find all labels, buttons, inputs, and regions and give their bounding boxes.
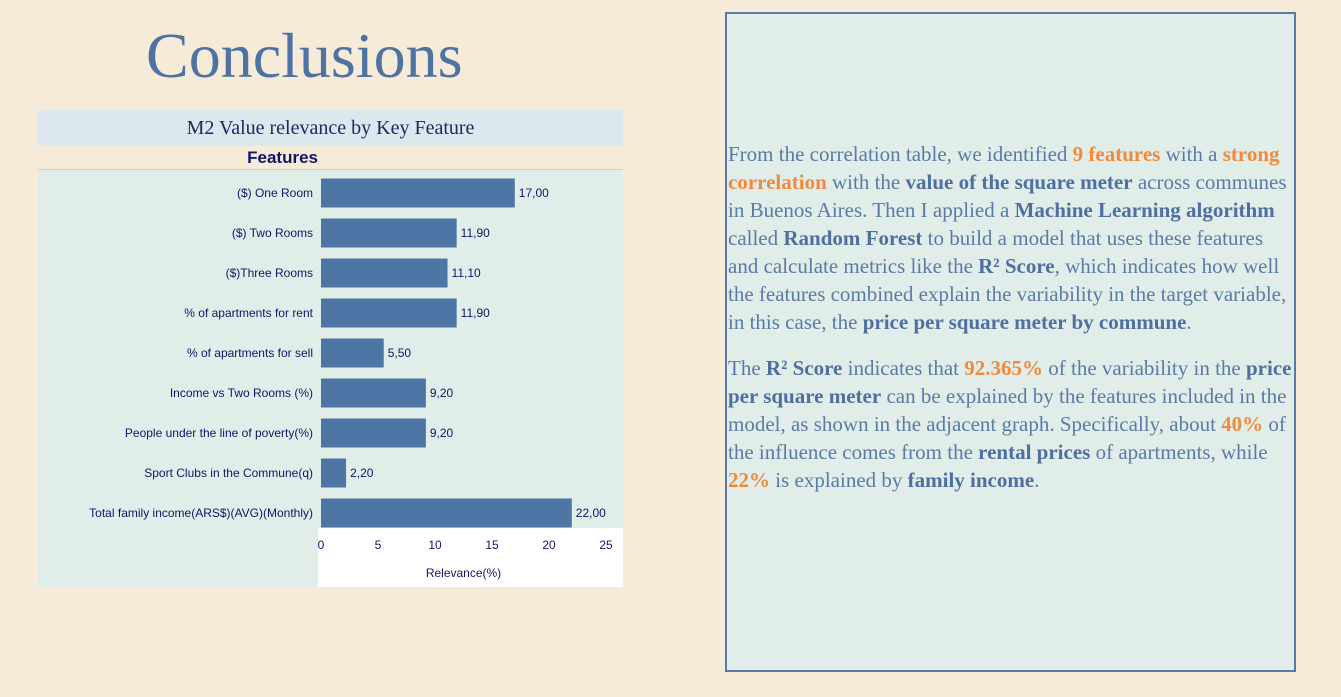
bar <box>321 498 572 528</box>
label-area <box>38 170 318 587</box>
bar <box>321 458 347 488</box>
category-label: People under the line of poverty(%) <box>125 426 313 440</box>
data-label: 17,00 <box>519 186 549 200</box>
p1-highlight-1: 9 features <box>1072 142 1161 166</box>
p2-bold-4: family income <box>907 468 1035 492</box>
p2-text-6: of apartments, while <box>1090 440 1268 464</box>
p1-bold-5: price per square meter by commune <box>862 310 1187 334</box>
category-label: % of apartments for rent <box>184 306 313 320</box>
category-label: Income vs Two Rooms (%) <box>170 386 313 400</box>
category-label: Total family income(ARS$)(AVG)(Monthly) <box>89 506 313 520</box>
x-tick-label: 0 <box>318 538 325 552</box>
p1-text-6: to build a model that uses these feature… <box>728 226 1263 278</box>
p1-text-8: . <box>1186 310 1192 334</box>
p1-bold-2: Machine Learning algorithm <box>1014 198 1275 222</box>
category-label: ($) One Room <box>237 186 313 200</box>
data-label: 9,20 <box>430 426 454 440</box>
p1-text-1: From the correlation table, we identifie… <box>728 142 1073 166</box>
p1-bold-4: R² Score <box>978 254 1055 278</box>
paragraph-2: The R² Score indicates that 92.365% of t… <box>728 354 1296 494</box>
bar-chart: M2 Value relevance by Key Feature Featur… <box>38 110 623 587</box>
p2-highlight-2: 40% <box>1221 412 1264 436</box>
data-label: 22,00 <box>576 506 606 520</box>
p2-text-1: The <box>728 356 766 380</box>
data-label: 2,20 <box>350 466 374 480</box>
p1-highlight-2: strong correlation <box>728 142 1280 194</box>
x-tick-label: 15 <box>485 538 499 552</box>
x-axis-area <box>318 528 623 587</box>
conclusion-text-box: From the correlation table, we identifie… <box>725 12 1296 672</box>
data-label: 11,10 <box>452 266 481 280</box>
data-label: 11,90 <box>461 306 490 320</box>
data-label: 11,90 <box>461 226 490 240</box>
bar <box>321 338 384 368</box>
x-tick-label: 20 <box>542 538 556 552</box>
chart-svg: ($) One Room 17,00 ($) Two Rooms 11,90 ($)Th… <box>89 178 613 580</box>
p1-bold-3: Random Forest <box>783 226 923 250</box>
p1-text-4: across communes in Buenos Aires. Then I … <box>728 170 1287 222</box>
conclusion-text: From the correlation table, we identifie… <box>728 140 1296 512</box>
bar <box>321 378 426 408</box>
category-label: ($)Three Rooms <box>226 266 313 280</box>
p2-bold-2: price per square meter <box>728 356 1292 408</box>
p2-text-2: indicates that <box>842 356 965 380</box>
category-label: ($) Two Rooms <box>232 226 313 240</box>
p2-highlight-1: 92.365% <box>964 356 1044 380</box>
bar <box>321 298 457 328</box>
p1-text-2: with a <box>1160 142 1223 166</box>
category-header: Features <box>247 148 318 167</box>
header-divider <box>38 169 623 170</box>
x-tick-label: 5 <box>375 538 382 552</box>
p2-bold-1: R² Score <box>765 356 843 380</box>
x-axis-title: Relevance(%) <box>426 566 501 580</box>
p2-text-7: is explained by <box>770 468 908 492</box>
p2-highlight-3: 22% <box>728 468 770 492</box>
p2-text-3: of the variability in the <box>1043 356 1246 380</box>
p1-text-5: called <box>728 226 784 250</box>
p2-text-8: . <box>1034 468 1040 492</box>
category-label: Sport Clubs in the Commune(q) <box>144 466 313 480</box>
data-label: 5,50 <box>388 346 412 360</box>
data-label: 9,20 <box>430 386 454 400</box>
bar <box>321 418 426 448</box>
p1-text-3: with the <box>826 170 906 194</box>
x-tick-label: 25 <box>599 538 613 552</box>
paragraph-1: From the correlation table, we identifie… <box>728 140 1296 336</box>
category-label: % of apartments for sell <box>187 346 313 360</box>
chart-title: M2 Value relevance by Key Feature <box>38 110 623 146</box>
p1-bold-1: value of the square meter <box>905 170 1133 194</box>
p1-text-7: , which indicates how well the features … <box>728 254 1287 334</box>
p2-bold-3: rental prices <box>978 440 1091 464</box>
bar <box>321 218 457 248</box>
p2-text-4: can be explained by the features include… <box>728 384 1287 436</box>
p2-text-5: of the influence comes from the <box>728 412 1286 464</box>
bar <box>321 258 448 288</box>
page-title: Conclusions <box>146 20 463 91</box>
bar <box>321 178 515 208</box>
x-tick-label: 10 <box>428 538 442 552</box>
